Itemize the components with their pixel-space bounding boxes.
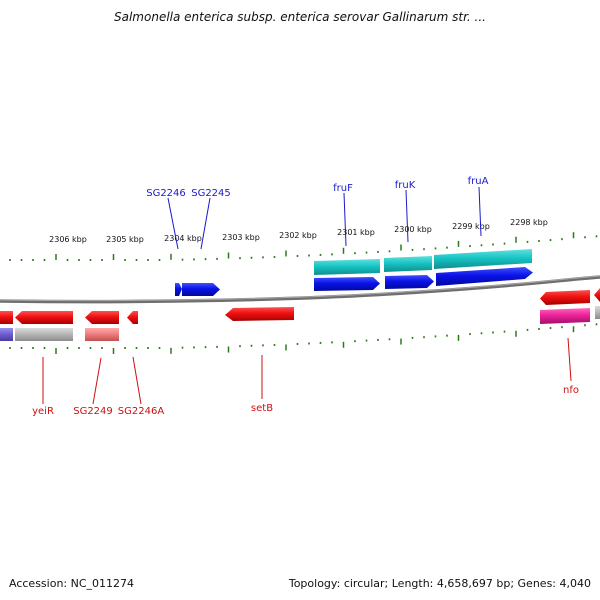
label-setb[interactable]: setB [251,403,273,414]
accession-text: Accession: NC_011274 [9,577,134,590]
leader-sg2245 [200,197,211,250]
tick-label-2306: 2306 kbp [49,235,87,244]
leader-sg2246a [132,356,142,405]
leader-fruk [405,189,409,243]
gene-edge-red-right[interactable] [594,288,600,302]
gene-frub-blue-1[interactable] [314,277,380,291]
label-fruf[interactable]: fruF [333,183,353,194]
label-sg2246[interactable]: SG2246 [146,188,186,199]
genome-backbone [0,275,600,304]
leader-nfo [567,337,572,382]
tick-label-2305: 2305 kbp [106,235,144,244]
gene-sg2246[interactable] [175,283,182,296]
gene-fruk-blue[interactable] [385,275,434,289]
top-tick-track [9,232,598,261]
label-sg2245[interactable]: SG2245 [191,188,231,199]
pseudo-yeir-gray[interactable] [15,328,73,341]
tick-label-2302: 2302 kbp [279,231,317,240]
label-sg2249[interactable]: SG2249 [73,406,113,417]
leader-fruf [343,192,347,247]
coordinate-labels: 2306 kbp 2305 kbp 2304 kbp 2303 kbp 2302… [49,218,548,244]
gene-nfo[interactable] [540,290,590,305]
cds-frua-cyan[interactable] [434,249,532,269]
gene-sg2245[interactable] [182,283,220,296]
cds-nfo-pink[interactable] [540,308,590,324]
gene-sg2246a[interactable] [127,311,138,324]
tick-label-2303: 2303 kbp [222,233,260,242]
leader-sg2249 [92,357,102,405]
cds-fruf-cyan[interactable] [314,259,380,275]
gene-yeir[interactable] [15,311,73,324]
reverse-strand-genes [0,288,600,341]
leader-sg2246 [167,197,179,250]
label-yeir[interactable]: yeiR [32,406,54,417]
gene-sg2249[interactable] [85,311,119,324]
label-frua[interactable]: fruA [468,176,489,187]
label-fruk[interactable]: fruK [395,180,416,191]
tick-label-2304: 2304 kbp [164,234,202,243]
tick-label-2300: 2300 kbp [394,225,432,234]
map-title: Salmonella enterica subsp. enterica sero… [114,10,486,24]
tick-label-2301: 2301 kbp [337,228,375,237]
forward-strand-genes [175,249,533,296]
cds-fruk-cyan[interactable] [384,256,432,272]
cds-edge-purple[interactable] [0,328,13,341]
label-nfo[interactable]: nfo [563,385,579,396]
genome-summary-text: Topology: circular; Length: 4,658,697 bp… [288,577,591,590]
pseudo-sg2249-salmon[interactable] [85,328,119,341]
bottom-gene-labels: yeiR SG2249 SG2246A setB nfo [32,337,579,417]
gene-frua-blue[interactable] [436,267,533,286]
label-sg2246a[interactable]: SG2246A [118,406,165,417]
bottom-tick-track [9,323,598,354]
tick-label-2299: 2299 kbp [452,222,490,231]
tick-label-2298: 2298 kbp [510,218,548,227]
leader-frua [478,186,482,237]
top-gene-labels: SG2246 SG2245 fruF fruK fruA [146,176,489,250]
genome-backbone-highlight [0,275,600,302]
gene-edge-red-left[interactable] [0,311,13,324]
cds-edge-gray-right[interactable] [595,306,600,319]
gene-setb[interactable] [225,307,294,321]
